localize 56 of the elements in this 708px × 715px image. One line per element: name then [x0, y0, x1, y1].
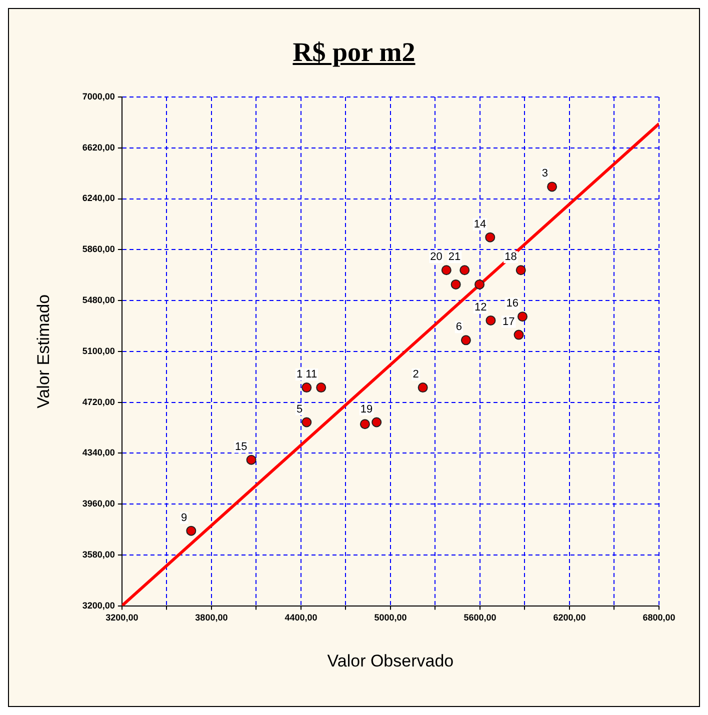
- point: [372, 417, 382, 428]
- point: [246, 454, 256, 465]
- y-tick-label: 6620,00: [82, 142, 115, 152]
- y-tick-label: 4340,00: [82, 448, 115, 458]
- annotation: 14: [474, 218, 486, 230]
- annotation: 18: [504, 251, 517, 264]
- point: [516, 265, 526, 276]
- annotation: 15: [235, 440, 248, 453]
- x-tick-label: 4400,00: [284, 612, 318, 623]
- annotation: 21: [448, 251, 461, 264]
- annotation: 6: [456, 321, 462, 334]
- point: [450, 279, 461, 290]
- annotation: 5: [296, 403, 303, 416]
- annotation: 20: [430, 251, 442, 264]
- x-tick-label: 3800,00: [195, 612, 228, 623]
- annotation: 17: [502, 316, 515, 328]
- y-tick-label: 5480,00: [82, 295, 115, 306]
- annotation: 12: [474, 302, 487, 314]
- annotation: 3: [542, 168, 548, 180]
- y-tick-label: 5100,00: [82, 346, 115, 356]
- annotation: 11: [306, 368, 318, 381]
- point: [186, 526, 196, 536]
- x-axis-title: Valor Observado: [327, 651, 454, 670]
- y-tick-label: 4720,00: [82, 396, 115, 407]
- point: [302, 417, 312, 428]
- annotation: 2: [412, 368, 419, 381]
- point: [485, 232, 496, 242]
- x-tick-label: 6200,00: [553, 612, 586, 623]
- y-axis-title: Valor Estimado: [34, 294, 53, 408]
- y-tick-label: 3580,00: [82, 549, 115, 560]
- x-tick-label: 5600,00: [464, 612, 496, 623]
- y-tick-label: 3960,00: [82, 498, 115, 509]
- y-tick-label: 5860,00: [82, 244, 115, 254]
- y-tick-label: 6240,00: [82, 193, 115, 204]
- chart-title: R$ por m2: [292, 37, 416, 67]
- point: [460, 265, 470, 276]
- point: [418, 382, 428, 393]
- point: [547, 182, 558, 192]
- point: [316, 382, 326, 393]
- point: [474, 279, 485, 290]
- point: [302, 382, 312, 393]
- annotation: 1: [296, 368, 303, 381]
- point: [517, 312, 528, 322]
- y-tick-label: 3200,00: [82, 600, 115, 610]
- y-tick-label: 7000,00: [82, 91, 115, 102]
- point: [514, 330, 524, 340]
- annotation: 19: [360, 403, 373, 416]
- point: [460, 335, 471, 346]
- point: [360, 419, 370, 430]
- annotation: 9: [181, 512, 188, 524]
- x-tick-label: 6800,00: [642, 612, 676, 623]
- x-tick-label: 3200,00: [106, 612, 138, 623]
- annotation: 16: [506, 298, 518, 310]
- point: [486, 315, 496, 326]
- x-tick-label: 5000,00: [374, 612, 407, 623]
- point: [441, 265, 452, 276]
